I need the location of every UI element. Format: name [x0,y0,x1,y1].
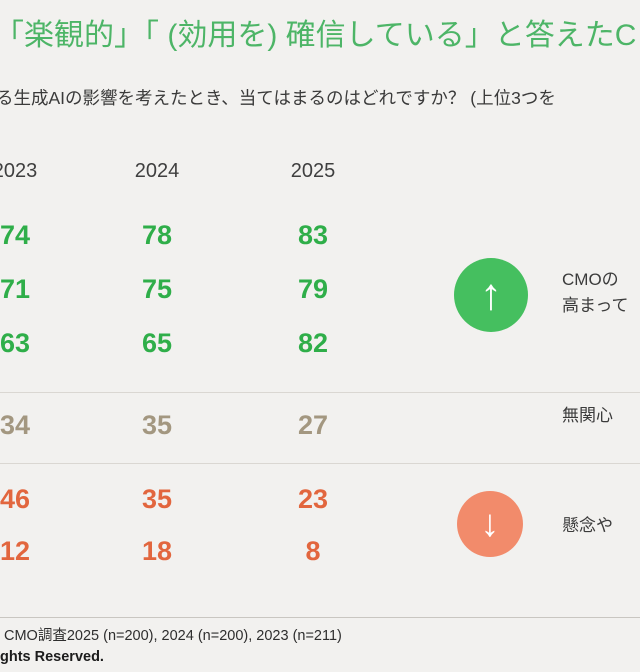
table-cell: 71 [0,274,31,304]
trend-up-badge: ↑ [454,258,528,332]
survey-question: る生成AIの影響を考えたとき、当てはまるのはどれですか？ (上位3つを [0,88,556,108]
table-cell: 46 [0,484,31,514]
table-cell: 74 [0,220,31,250]
table-cell: 35 [141,484,173,514]
table-cell: 75 [141,274,173,304]
table-cell: 63 [0,328,31,358]
arrow-up-icon: ↑ [480,270,502,319]
table-cell: 78 [141,220,173,250]
table-cell: 23 [297,484,329,514]
table-cell: 82 [297,328,329,358]
row-separator [0,463,640,464]
neutral-annotation: 無関心 [562,406,613,425]
positive-annotation-line2: 高まって [562,296,629,315]
negative-annotation: 懸念や [562,516,613,535]
source-note: CMO調査2025 (n=200), 2024 (n=200), 2023 (n… [4,628,342,644]
table-cell: 35 [141,410,173,440]
table-cell: 34 [0,410,31,440]
table-cell: 79 [297,274,329,304]
table-cell: 12 [0,536,31,566]
table-cell: 18 [141,536,173,566]
trend-down-badge: ↓ [457,491,523,557]
copyright-note: ghts Reserved. [0,649,104,665]
table-cell: 8 [305,536,321,566]
table-cell: 27 [297,410,329,440]
column-header-2023: 2023 [0,160,38,182]
column-header-2024: 2024 [134,160,180,182]
column-header-2025: 2025 [290,160,336,182]
table-cell: 65 [141,328,173,358]
footer-divider [0,617,640,618]
page-title: 「楽観的」「 (効用を) 確信している」と答えたC [0,19,637,52]
positive-annotation-line1: CMOの [562,270,619,289]
table-cell: 83 [297,220,329,250]
arrow-down-icon: ↓ [480,502,500,545]
positive-annotation: CMOの 高まって [562,267,628,319]
row-separator [0,392,640,393]
